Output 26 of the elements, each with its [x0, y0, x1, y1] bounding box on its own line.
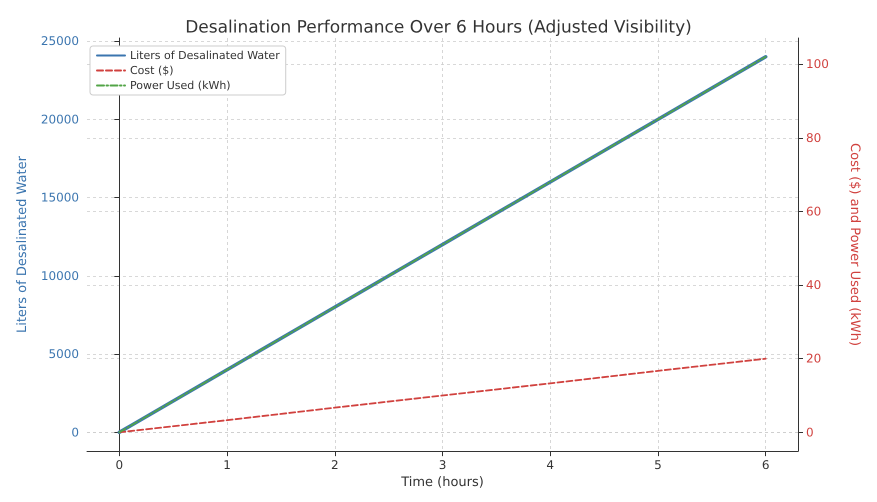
legend-label: Power Used (kWh) [130, 79, 231, 92]
x-tick-label: 0 [116, 458, 124, 472]
y-tick-label: 20000 [40, 112, 79, 126]
y-tick-label: 10000 [40, 268, 79, 283]
y2-axis-title: Cost ($) and Power Used (kWh) [847, 143, 862, 346]
y-tick-label: 5000 [48, 347, 79, 362]
y-tick-label: 0 [71, 425, 79, 440]
y2-tick-label: 60 [806, 204, 822, 218]
x-tick-label: 2 [330, 458, 339, 472]
y2-tick-label: 20 [806, 352, 822, 366]
x-tick-label: 3 [438, 458, 446, 472]
chart-title: Desalination Performance Over 6 Hours (Adjusted Visibility) [185, 18, 692, 38]
x-tick-label: 4 [546, 458, 554, 472]
legend-label: Liters of Desalinated Water [130, 49, 280, 62]
x-tick-label: 5 [654, 458, 662, 472]
y-tick-label: 15000 [40, 190, 79, 205]
y-tick-label: 25000 [40, 34, 79, 48]
legend-label: Cost ($) [130, 64, 174, 77]
x-tick-label: 6 [762, 458, 770, 472]
x-tick-label: 1 [223, 458, 231, 472]
y2-tick-label: 40 [806, 278, 822, 292]
y2-tick-label: 0 [806, 425, 814, 440]
y-axis-title: Liters of Desalinated Water [15, 155, 30, 334]
y2-tick-label: 80 [806, 130, 822, 145]
y2-tick-label: 100 [806, 57, 829, 72]
x-axis-title: Time (hours) [400, 475, 484, 490]
